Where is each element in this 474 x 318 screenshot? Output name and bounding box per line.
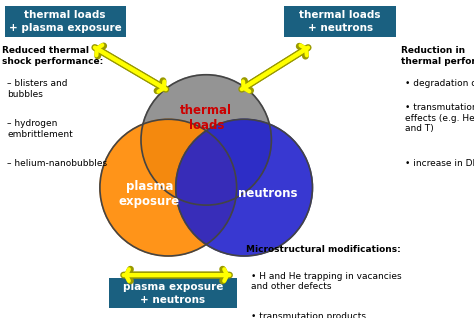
Text: • degradation of λ: • degradation of λ xyxy=(405,80,474,88)
Text: Reduced thermal
shock performance:: Reduced thermal shock performance: xyxy=(2,46,104,66)
Ellipse shape xyxy=(176,119,312,256)
Text: • transmutation
effects (e.g. He
and T): • transmutation effects (e.g. He and T) xyxy=(405,103,474,133)
Text: • H and He trapping in vacancies
and other defects: • H and He trapping in vacancies and oth… xyxy=(251,272,402,291)
FancyBboxPatch shape xyxy=(109,278,237,308)
Text: • transmutation products: • transmutation products xyxy=(251,312,366,318)
FancyBboxPatch shape xyxy=(284,6,396,37)
Text: thermal loads
+ neutrons: thermal loads + neutrons xyxy=(300,10,381,33)
Text: • increase in DBTT: • increase in DBTT xyxy=(405,159,474,168)
Text: – blisters and
bubbles: – blisters and bubbles xyxy=(7,80,68,99)
Text: Reduction in
thermal perform.:: Reduction in thermal perform.: xyxy=(401,46,474,66)
Ellipse shape xyxy=(100,119,237,256)
Text: neutrons: neutrons xyxy=(238,188,298,200)
Text: plasma exposure
+ neutrons: plasma exposure + neutrons xyxy=(123,282,223,305)
Text: thermal
loads: thermal loads xyxy=(180,104,232,132)
Text: Microstructural modifications:: Microstructural modifications: xyxy=(246,245,401,254)
Text: thermal loads
+ plasma exposure: thermal loads + plasma exposure xyxy=(9,10,121,33)
FancyBboxPatch shape xyxy=(5,6,126,37)
Text: – hydrogen
embrittlement: – hydrogen embrittlement xyxy=(7,119,73,139)
Text: plasma
exposure: plasma exposure xyxy=(119,180,180,208)
Text: – helium-nanobubbles: – helium-nanobubbles xyxy=(7,159,107,168)
Ellipse shape xyxy=(141,75,272,205)
